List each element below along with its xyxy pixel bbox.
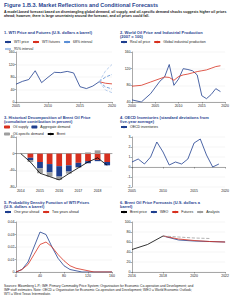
svg-text:2015: 2015 bbox=[190, 189, 198, 193]
svg-text:2015: 2015 bbox=[36, 189, 44, 193]
svg-text:0.01: 0.01 bbox=[8, 258, 15, 262]
svg-text:five-year average): five-year average) bbox=[120, 119, 155, 124]
svg-text:3: 3 bbox=[129, 135, 131, 139]
svg-text:2015: 2015 bbox=[76, 104, 84, 108]
svg-text:2005: 2005 bbox=[151, 104, 159, 108]
svg-text:80: 80 bbox=[62, 274, 66, 278]
svg-text:40: 40 bbox=[11, 88, 15, 92]
svg-text:A model-based forecast based o: A model-based forecast based on disentan… bbox=[4, 10, 228, 15]
svg-text:2018: 2018 bbox=[94, 189, 102, 193]
svg-text:Brent price: Brent price bbox=[130, 210, 147, 214]
svg-text:2010: 2010 bbox=[159, 189, 167, 193]
svg-text:40: 40 bbox=[126, 100, 131, 104]
svg-text:(cumulative contribution in pe: (cumulative contribution in percent) bbox=[4, 119, 73, 124]
svg-text:(U.S. dollars a barrel): (U.S. dollars a barrel) bbox=[4, 204, 45, 209]
svg-text:95% interval: 95% interval bbox=[14, 47, 33, 51]
svg-text:Oil supply: Oil supply bbox=[13, 125, 29, 129]
svg-text:2015: 2015 bbox=[198, 104, 206, 108]
svg-text:80: 80 bbox=[127, 83, 131, 87]
svg-text:0: 0 bbox=[129, 165, 131, 169]
svg-text:2016: 2016 bbox=[55, 189, 63, 193]
svg-text:Oil-specific demand: Oil-specific demand bbox=[13, 132, 44, 136]
svg-text:0.04: 0.04 bbox=[8, 220, 15, 224]
svg-text:160: 160 bbox=[109, 274, 115, 278]
svg-text:2017: 2017 bbox=[75, 189, 83, 193]
svg-text:0.03: 0.03 bbox=[8, 233, 15, 237]
svg-text:(2007 = 100): (2007 = 100) bbox=[120, 34, 143, 39]
svg-text:One year ahead: One year ahead bbox=[14, 210, 39, 214]
svg-text:2. World Oil Price and Industr: 2. World Oil Price and Industrial Produc… bbox=[120, 29, 204, 35]
svg-text:barrel): barrel) bbox=[120, 204, 133, 209]
svg-text:1: 1 bbox=[129, 155, 131, 159]
svg-text:Brent: Brent bbox=[57, 132, 65, 136]
svg-text:Global industrial production: Global industrial production bbox=[163, 40, 205, 44]
svg-text:2020: 2020 bbox=[221, 189, 229, 193]
svg-text:Analysts: Analysts bbox=[206, 210, 219, 214]
svg-text:2016: 2016 bbox=[128, 274, 136, 278]
svg-text:Figure 1.B.3. Market Reflectio: Figure 1.B.3. Market Reflections and Con… bbox=[4, 2, 158, 8]
svg-text:WTI futures: WTI futures bbox=[42, 40, 60, 44]
svg-text:-2: -2 bbox=[127, 185, 131, 189]
svg-text:2014: 2014 bbox=[17, 189, 25, 193]
svg-text:0: 0 bbox=[12, 270, 15, 274]
svg-text:OECD inventories: OECD inventories bbox=[130, 125, 158, 129]
svg-text:-80: -80 bbox=[9, 185, 14, 189]
svg-text:0.02: 0.02 bbox=[8, 245, 15, 249]
svg-text:Futures: Futures bbox=[181, 210, 193, 214]
svg-text:2010: 2010 bbox=[175, 104, 183, 108]
svg-text:ahead; however, there is large: ahead; however, there is large uncertain… bbox=[4, 14, 149, 18]
svg-text:2020: 2020 bbox=[221, 104, 229, 108]
svg-text:2: 2 bbox=[129, 145, 131, 149]
svg-text:160: 160 bbox=[125, 50, 131, 54]
svg-text:80: 80 bbox=[127, 230, 131, 234]
svg-text:0: 0 bbox=[12, 100, 15, 104]
svg-text:0: 0 bbox=[13, 152, 15, 156]
svg-text:-40: -40 bbox=[9, 168, 14, 172]
svg-text:Sources: Bloomberg L.P.; IMF,: Sources: Bloomberg L.P.; IMF, Primary Co… bbox=[4, 284, 195, 288]
svg-text:IMF staff estimates. Note: OEC: IMF staff estimates. Note: OECD = Organi… bbox=[4, 288, 193, 292]
svg-text:120: 120 bbox=[125, 67, 131, 71]
svg-text:40: 40 bbox=[127, 250, 131, 254]
svg-text:WTI price: WTI price bbox=[14, 40, 29, 44]
svg-text:3. Historical Decomposition of: 3. Historical Decomposition of Brent Oil… bbox=[4, 114, 92, 120]
svg-text:Real oil price: Real oil price bbox=[130, 40, 150, 44]
svg-text:20: 20 bbox=[127, 260, 131, 264]
svg-text:40: 40 bbox=[10, 135, 15, 139]
svg-text:-1: -1 bbox=[127, 175, 130, 179]
svg-text:2020: 2020 bbox=[190, 274, 198, 278]
svg-text:2020: 2020 bbox=[108, 104, 116, 108]
svg-text:5. Probability Density Functio: 5. Probability Density Function of WTI P… bbox=[4, 199, 91, 205]
svg-text:Aggregate demand: Aggregate demand bbox=[40, 125, 70, 129]
svg-text:6. Brent Oil Price Forecasts (: 6. Brent Oil Price Forecasts (U.S. dolla… bbox=[120, 199, 202, 205]
svg-text:68% interval: 68% interval bbox=[73, 40, 92, 44]
svg-text:60: 60 bbox=[127, 240, 131, 244]
svg-text:40: 40 bbox=[38, 274, 42, 278]
svg-text:0: 0 bbox=[128, 270, 131, 274]
svg-text:2022: 2022 bbox=[221, 274, 229, 278]
svg-text:2000: 2000 bbox=[128, 104, 136, 108]
svg-text:0: 0 bbox=[15, 274, 17, 278]
svg-text:120: 120 bbox=[85, 274, 91, 278]
svg-text:2005: 2005 bbox=[128, 189, 136, 193]
svg-text:1. WTI Price and Futures (U.S.: 1. WTI Price and Futures (U.S. dollars a… bbox=[4, 30, 93, 35]
svg-text:2010: 2010 bbox=[44, 104, 52, 108]
svg-text:120: 120 bbox=[9, 63, 15, 67]
svg-text:WTI = West Texas Intermediate.: WTI = West Texas Intermediate. bbox=[4, 292, 51, 296]
svg-text:80: 80 bbox=[11, 75, 15, 79]
svg-text:4. OECD Inventories (standard: 4. OECD Inventories (standard deviations… bbox=[120, 114, 210, 120]
svg-text:160: 160 bbox=[8, 50, 15, 54]
svg-text:2005: 2005 bbox=[12, 104, 20, 108]
svg-text:2018: 2018 bbox=[159, 274, 167, 278]
svg-text:100: 100 bbox=[125, 220, 131, 224]
svg-text:WEO: WEO bbox=[160, 210, 169, 214]
svg-text:Two years ahead: Two years ahead bbox=[52, 210, 79, 214]
